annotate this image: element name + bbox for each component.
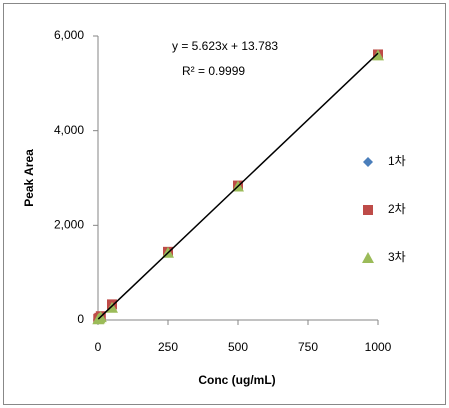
- legend-marker: [363, 157, 373, 167]
- legend-label: 2차: [388, 202, 406, 216]
- x-tick-label: 250: [158, 340, 178, 354]
- y-tick-label: 4,000: [54, 123, 84, 137]
- x-tick-label: 500: [228, 340, 248, 354]
- marker: [106, 301, 118, 313]
- y-tick-label: 0: [77, 312, 84, 326]
- legend-label: 3차: [388, 250, 406, 264]
- x-tick-label: 750: [298, 340, 318, 354]
- x-axis-title: Conc (ug/mL): [198, 373, 275, 387]
- chart-border: [3, 3, 446, 405]
- legend-marker: [363, 205, 373, 215]
- legend-label: 1차: [388, 154, 406, 168]
- marker: [372, 49, 384, 61]
- x-tick-label: 1000: [365, 340, 392, 354]
- y-tick-label: 6,000: [54, 28, 84, 42]
- x-tick-label: 0: [95, 340, 102, 354]
- legend-marker: [362, 252, 374, 263]
- r-squared: R² = 0.9999: [182, 64, 245, 78]
- trendline: [97, 52, 379, 320]
- y-tick-label: 2,000: [54, 218, 84, 232]
- equation: y = 5.623x + 13.783: [172, 39, 278, 53]
- y-axis-title: Peak Area: [22, 149, 36, 207]
